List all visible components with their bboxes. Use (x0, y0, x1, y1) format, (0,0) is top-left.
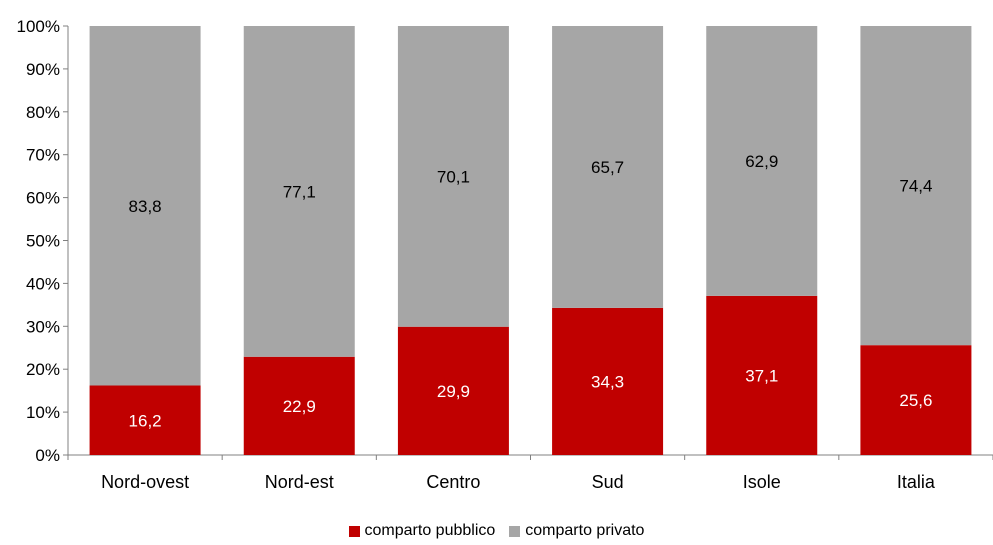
data-label: 77,1 (283, 182, 316, 201)
y-tick-label: 0% (35, 446, 60, 465)
data-label: 22,9 (283, 397, 316, 416)
bar-segment-privato (552, 26, 664, 308)
y-tick-label: 40% (26, 274, 60, 293)
bar-segment-pubblico (860, 345, 972, 455)
data-label: 70,1 (437, 167, 470, 186)
legend-swatch-pubblico (348, 525, 360, 537)
data-label: 34,3 (591, 372, 624, 391)
data-label: 37,1 (745, 366, 778, 385)
y-tick-label: 50% (26, 232, 60, 251)
legend-item-privato: comparto privato (509, 522, 644, 540)
y-tick-label: 70% (26, 146, 60, 165)
y-tick-label: 100% (17, 17, 60, 36)
bar-segment-privato (706, 26, 818, 296)
y-tick-label: 80% (26, 103, 60, 122)
y-tick-label: 30% (26, 317, 60, 336)
bar-segment-pubblico (89, 385, 201, 455)
data-label: 62,9 (745, 152, 778, 171)
bar-segment-privato (89, 26, 201, 386)
y-tick-label: 20% (26, 360, 60, 379)
category-label: Nord-ovest (101, 472, 189, 492)
category-label: Nord-est (265, 472, 334, 492)
legend-label-privato: comparto privato (525, 522, 645, 539)
bar-segment-privato (397, 26, 509, 327)
bar-segment-pubblico (397, 326, 509, 455)
category-label: Isole (743, 472, 781, 492)
bar-segment-pubblico (552, 307, 664, 455)
bar-segment-privato (860, 26, 972, 346)
y-tick-label: 90% (26, 60, 60, 79)
category-label: Italia (897, 472, 936, 492)
legend: comparto pubblico comparto privato (0, 522, 993, 540)
category-label: Sud (592, 472, 624, 492)
data-label: 16,2 (129, 411, 162, 430)
category-label: Centro (426, 472, 480, 492)
y-tick-label: 10% (26, 403, 60, 422)
legend-item-pubblico: comparto pubblico (348, 522, 496, 540)
bar-segment-pubblico (243, 356, 355, 455)
bar-segment-privato (243, 26, 355, 357)
legend-swatch-privato (509, 525, 521, 537)
data-label: 65,7 (591, 158, 624, 177)
data-label: 29,9 (437, 382, 470, 401)
legend-label-pubblico: comparto pubblico (364, 522, 496, 539)
y-tick-label: 60% (26, 189, 60, 208)
bar-segment-pubblico (706, 295, 818, 455)
data-label: 25,6 (899, 391, 932, 410)
stacked-bar-chart: 0% 10% 20% 30% 40% 50% 60% 70% 80% 90% 100% 16,2 83,… (17, 17, 993, 492)
data-label: 74,4 (899, 177, 932, 196)
data-label: 83,8 (129, 197, 162, 216)
